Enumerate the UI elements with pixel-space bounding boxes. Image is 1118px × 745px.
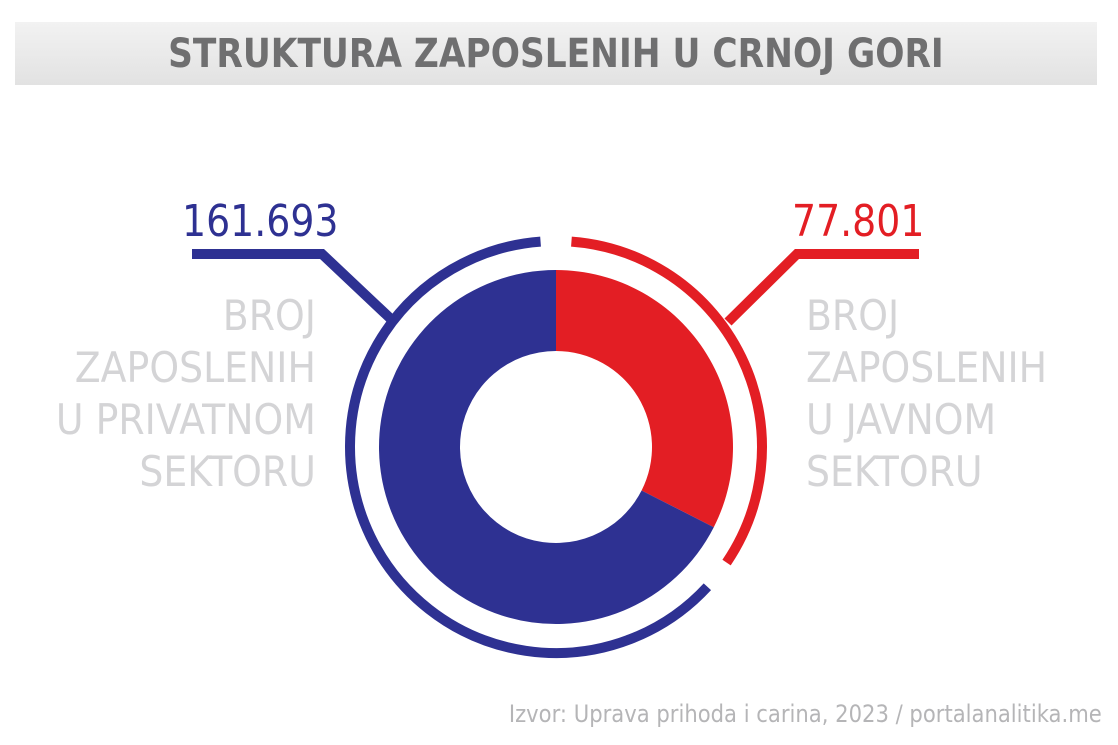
chart-title: STRUKTURA ZAPOSLENIH U CRNOJ GORI: [168, 30, 944, 77]
public-sector-segment: [556, 270, 733, 528]
private-sector-ring: [345, 236, 712, 658]
source-note: Izvor: Uprava prihoda i carina, 2023 / p…: [509, 700, 1102, 728]
label-line: SEKTORU: [139, 447, 316, 496]
title-bar: STRUKTURA ZAPOSLENIH U CRNOJ GORI: [15, 22, 1097, 85]
private-sector-value: 161.693: [182, 196, 339, 247]
public-sector-label: BROJ ZAPOSLENIH U JAVNOM SEKTORU: [806, 290, 1047, 498]
outer-rings: [345, 236, 767, 658]
right-leader-line: [724, 249, 919, 326]
left-leader-line: [192, 249, 396, 324]
label-line: BROJ: [806, 291, 900, 340]
label-line: BROJ: [222, 291, 316, 340]
public-sector-ring: [571, 236, 767, 566]
donut-segments: [378, 270, 733, 624]
label-line: U PRIVATNOM: [56, 395, 316, 444]
label-line: ZAPOSLENIH: [74, 343, 317, 392]
private-sector-label: BROJ ZAPOSLENIH U PRIVATNOM SEKTORU: [56, 290, 316, 498]
public-sector-value: 77.801: [792, 196, 925, 247]
private-sector-segment: [378, 270, 714, 624]
label-line: SEKTORU: [806, 447, 983, 496]
label-line: ZAPOSLENIH: [806, 343, 1048, 392]
label-line: U JAVNOM: [806, 395, 997, 444]
